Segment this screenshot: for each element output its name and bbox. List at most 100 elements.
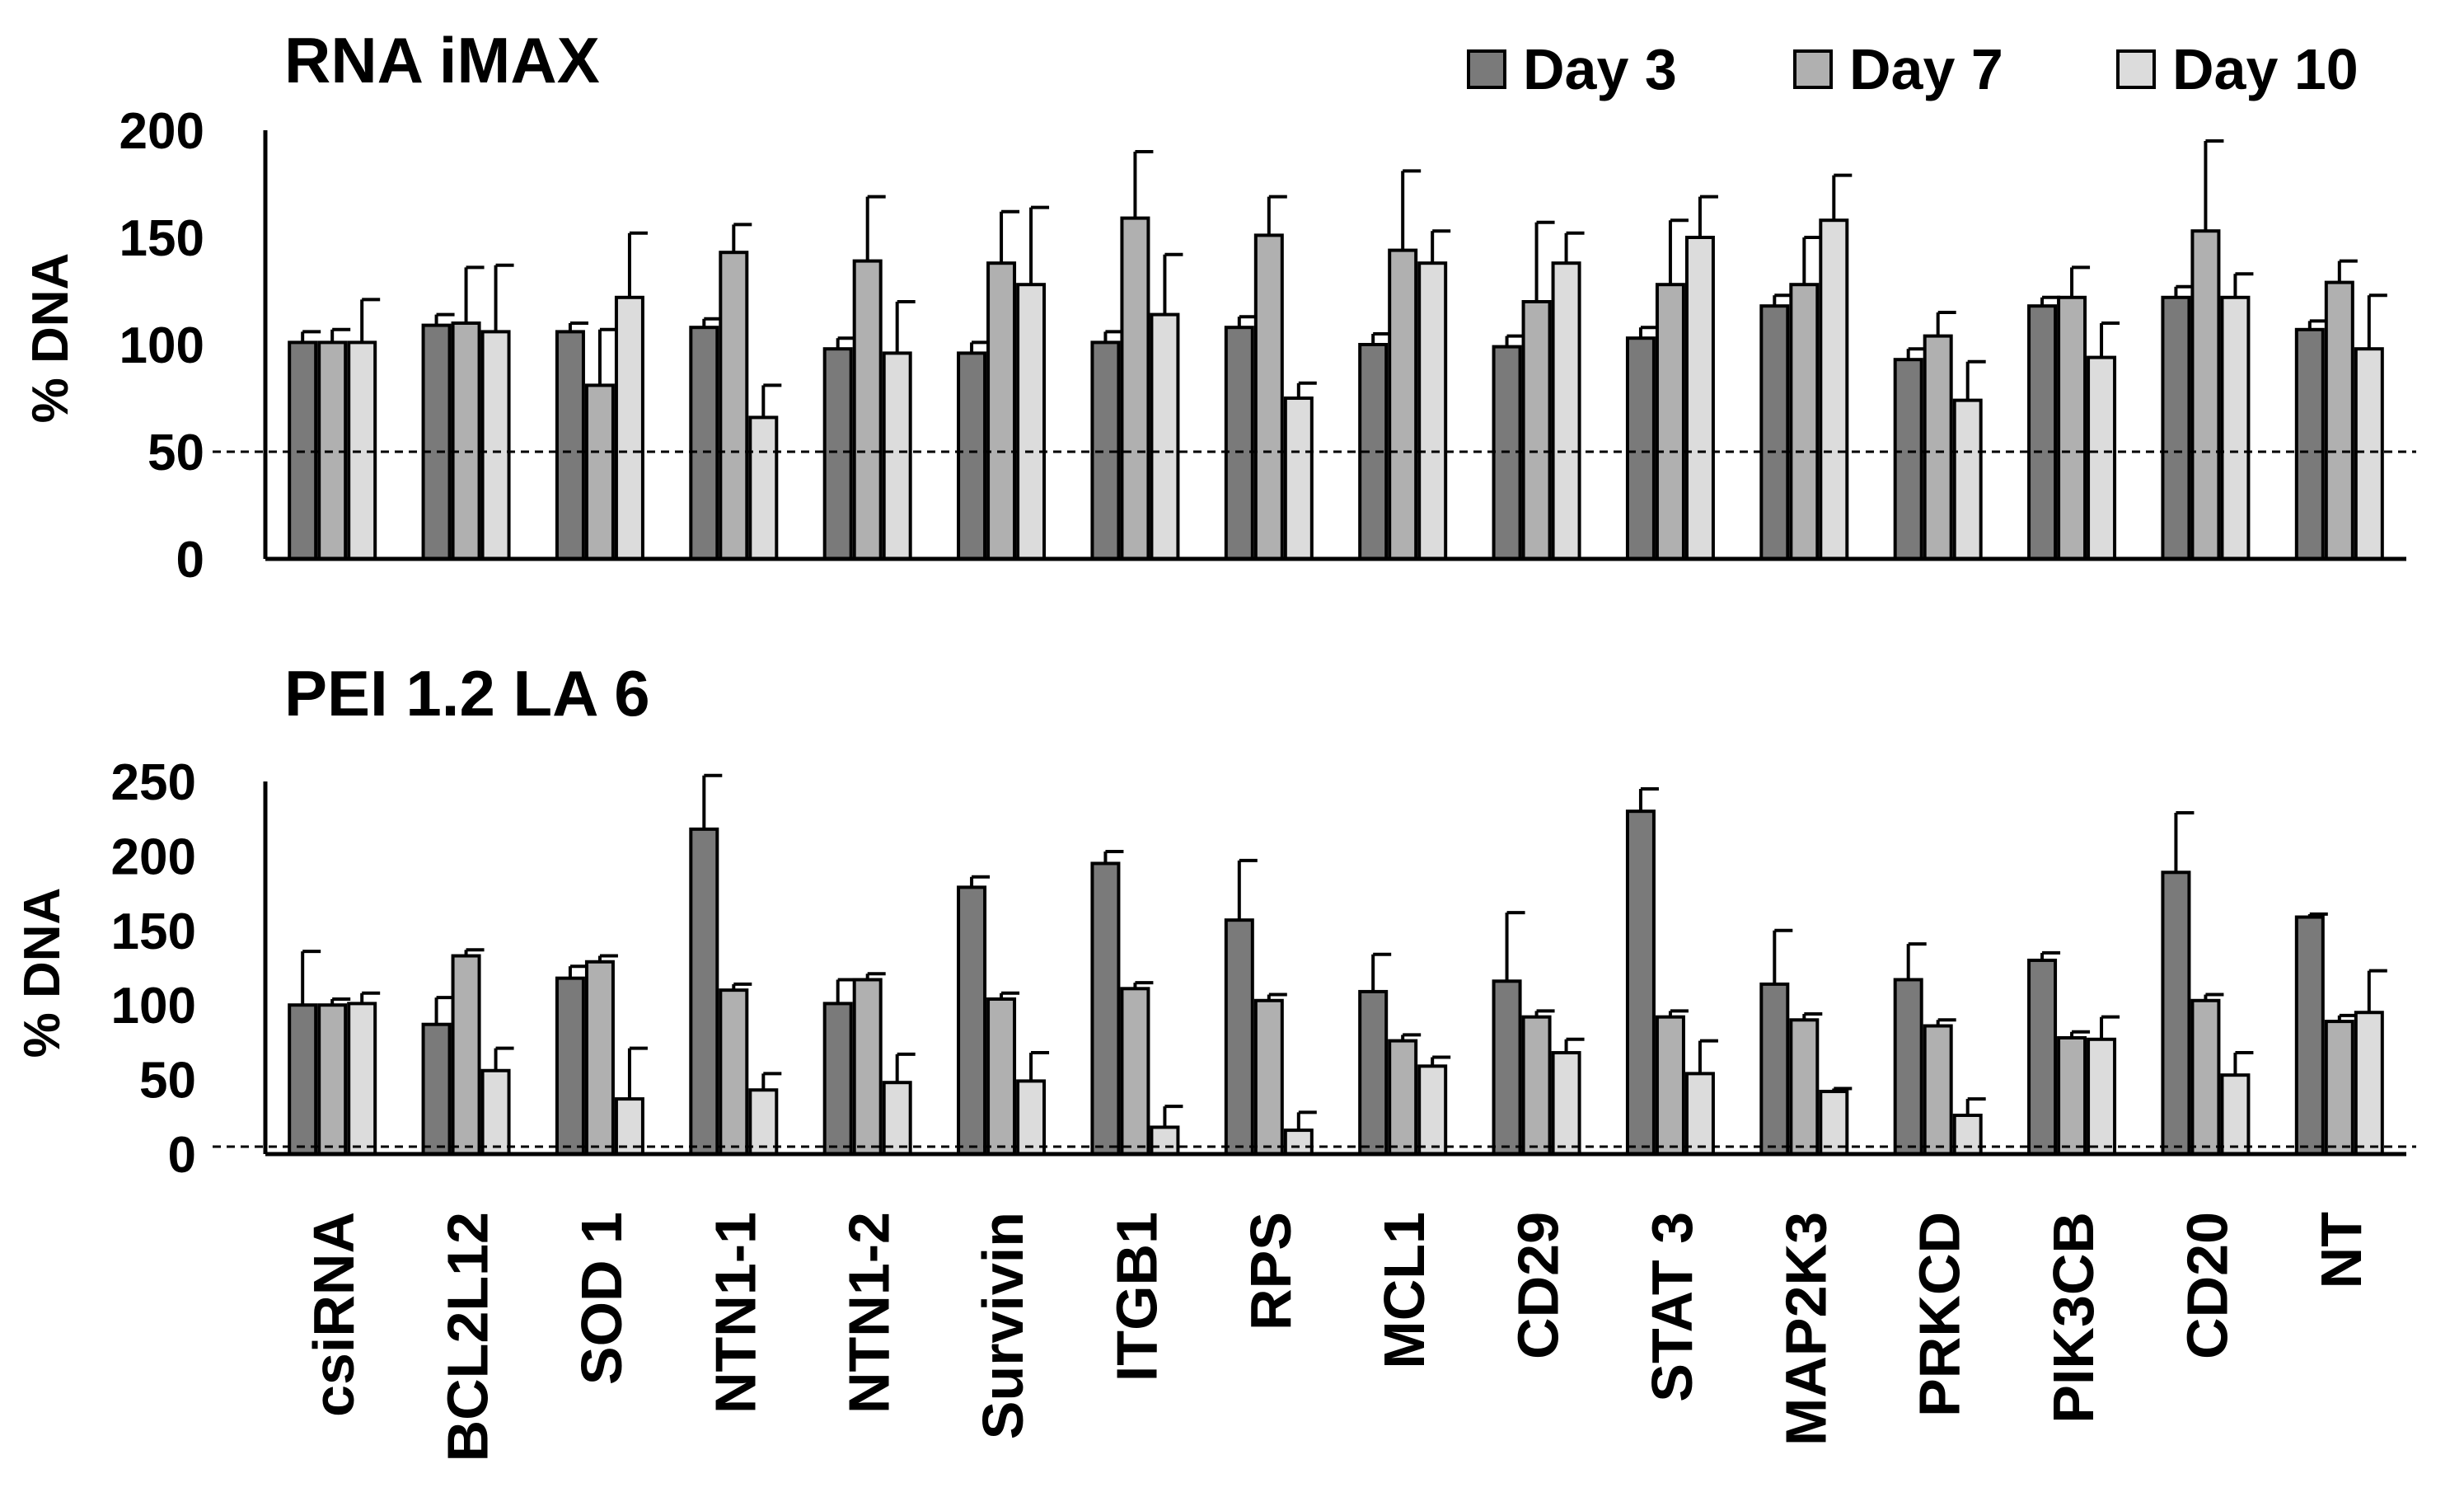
y-tick-label: 50 (148, 425, 204, 481)
bar (1521, 300, 1552, 561)
y-ticks: 0 50 100 150 200 250 (111, 754, 196, 1184)
bar (1655, 283, 1685, 561)
bar (584, 960, 615, 1156)
bar (986, 997, 1017, 1157)
bar (480, 330, 511, 561)
bar (2027, 958, 2058, 1156)
bar (2027, 304, 2058, 561)
x-tick-labels: csiRNA BCL2L12 SOD 1 NTN1-1 NTN1-2 Survivin IT… (302, 1212, 2373, 1462)
bar (1417, 1064, 1448, 1156)
bar (689, 827, 719, 1157)
bar (1120, 987, 1150, 1157)
x-tick-label: NTN1-1 (703, 1212, 767, 1414)
bar (1224, 918, 1254, 1157)
bar (317, 1003, 348, 1156)
y-ticks: 0 50 100 150 200 (119, 103, 204, 589)
y-tick-label: 0 (176, 532, 204, 589)
x-tick-label: Survivin (971, 1212, 1035, 1439)
x-tick-label: PIK3CB (2041, 1212, 2106, 1424)
bar (1090, 861, 1121, 1156)
chart-title: RNA iMAX (284, 24, 600, 96)
bar (1819, 218, 1849, 561)
bar (555, 976, 585, 1156)
bar (689, 326, 719, 561)
bar (584, 383, 615, 561)
bar (451, 954, 481, 1157)
x-tick-label: PRKCD (1908, 1212, 1972, 1417)
bar (1759, 982, 1790, 1156)
bar (1283, 1129, 1314, 1157)
x-tick-label: BCL2L12 (436, 1212, 500, 1462)
bar (1016, 283, 1047, 561)
legend-label: Day 3 (1523, 37, 1677, 101)
bar (1789, 283, 1820, 561)
axes (263, 781, 2406, 1157)
bar (2220, 1073, 2251, 1157)
bar (2324, 1020, 2354, 1157)
bar (614, 295, 644, 561)
bar (852, 978, 883, 1156)
bar (288, 1003, 318, 1156)
legend-swatch (1793, 49, 1833, 89)
bar (1551, 261, 1581, 561)
bar (2294, 915, 2325, 1156)
x-tick-label: MAP2K3 (1773, 1212, 1838, 1446)
bar (882, 351, 912, 561)
bar (480, 1068, 511, 1156)
legend-swatch (2116, 49, 2156, 89)
bar (957, 885, 987, 1157)
bar (1150, 312, 1180, 561)
bar (421, 323, 452, 561)
bar (2354, 347, 2384, 561)
y-tick-label: 200 (119, 103, 204, 160)
x-tick-label: MCL1 (1372, 1212, 1436, 1369)
bar (1952, 1113, 1983, 1156)
legend-label: Day 7 (1849, 37, 2003, 101)
bar (1551, 1051, 1581, 1157)
bar (1253, 233, 1284, 561)
bar (1893, 978, 1923, 1156)
bar (1923, 334, 1953, 561)
bar (451, 321, 481, 561)
x-tick-label: NT (2309, 1212, 2373, 1288)
x-tick-label: SOD 1 (569, 1212, 634, 1385)
bar (1759, 304, 1790, 561)
bar (2354, 1011, 2384, 1156)
bar (1684, 1072, 1715, 1157)
bar (2220, 295, 2251, 561)
chart-title: PEI 1.2 LA 6 (284, 657, 650, 730)
bar (421, 1022, 452, 1156)
bar (2087, 355, 2117, 561)
y-axis-label: % DNA (22, 253, 79, 424)
y-tick-label: 100 (111, 978, 196, 1035)
bar (957, 351, 987, 561)
legend-item-day-7: Day 7 (1793, 37, 2003, 101)
bar (2161, 295, 2191, 561)
bar (1388, 248, 1418, 561)
bar (2190, 998, 2221, 1156)
x-tick-label: NTN1-2 (837, 1212, 902, 1414)
x-tick-label: ITGB1 (1104, 1212, 1169, 1382)
x-tick-label: CD20 (2175, 1212, 2239, 1359)
y-tick-label: 150 (119, 210, 204, 267)
legend: Day 3 Day 7 Day 10 (1467, 37, 2359, 101)
bar (1417, 261, 1448, 561)
legend-label: Day 10 (2172, 37, 2359, 101)
bar (1016, 1079, 1047, 1156)
axes (263, 130, 2406, 561)
y-tick-label: 100 (119, 317, 204, 374)
bar (2190, 229, 2221, 561)
bar (1358, 989, 1389, 1156)
legend-item-day-3: Day 3 (1467, 37, 1677, 101)
x-tick-label: CD29 (1506, 1212, 1571, 1359)
x-tick-label: STAT 3 (1640, 1212, 1704, 1402)
x-tick-label: RPS (1239, 1212, 1303, 1330)
bar (1625, 336, 1656, 561)
legend-item-day-10: Day 10 (2116, 37, 2359, 101)
bar (1655, 1015, 1685, 1156)
bar (2324, 280, 2354, 561)
bars (288, 773, 2387, 1157)
chart-panel-rna-imax: RNA iMAX % DNA 0 50 100 150 200 (22, 24, 2416, 589)
bar (719, 251, 749, 561)
